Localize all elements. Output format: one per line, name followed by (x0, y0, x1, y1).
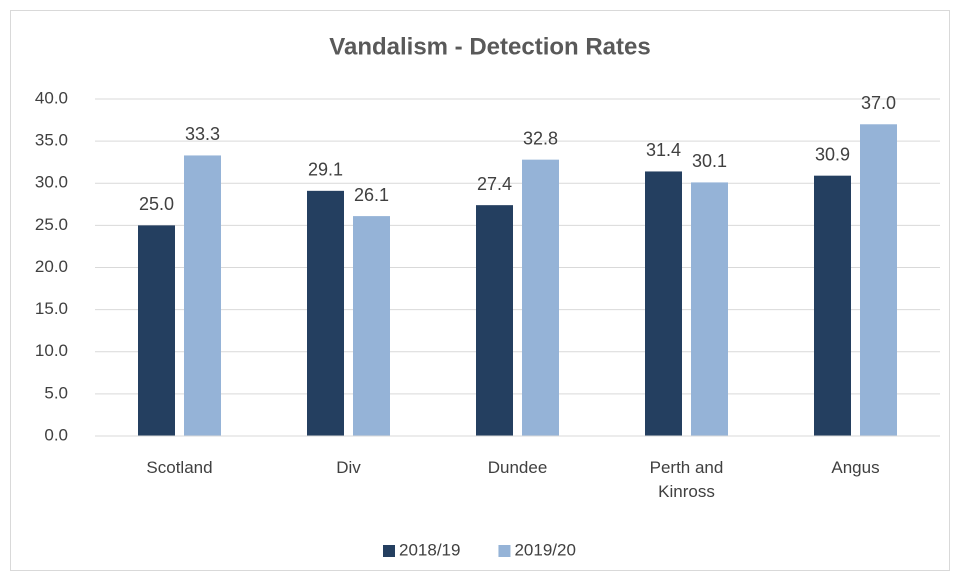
data-label: 29.1 (308, 160, 343, 180)
data-label: 31.4 (646, 140, 681, 160)
x-tick-label: Angus (831, 458, 880, 477)
data-label: 33.3 (185, 124, 220, 144)
legend-label: 2019/20 (514, 540, 575, 559)
bar (307, 190, 344, 436)
y-tick-label: 0.0 (44, 425, 68, 444)
bar (353, 216, 390, 436)
bar (814, 175, 851, 437)
data-label: 32.8 (523, 128, 558, 148)
data-label: 37.0 (861, 93, 896, 113)
y-tick-label: 40.0 (35, 88, 68, 107)
bar (184, 155, 221, 436)
x-tick-label: Perth and Kinross (649, 458, 724, 501)
data-label: 30.9 (815, 144, 850, 164)
y-tick-label: 25.0 (35, 215, 68, 234)
data-label: 26.1 (354, 185, 389, 205)
y-tick-label: 5.0 (44, 383, 68, 402)
y-tick-label: 10.0 (35, 341, 68, 360)
legend-swatch (498, 545, 511, 557)
legend-label: 2018/19 (399, 540, 460, 559)
bar (645, 171, 682, 436)
y-tick-label: 35.0 (35, 131, 68, 150)
y-tick-label: 15.0 (35, 299, 68, 318)
y-tick-label: 30.0 (35, 173, 68, 192)
bar (138, 225, 175, 436)
bar (522, 159, 559, 436)
bar (476, 205, 513, 436)
x-tick-label: Div (336, 458, 361, 477)
x-tick-label: Scotland (146, 458, 213, 477)
bar (691, 182, 728, 436)
data-label: 27.4 (477, 174, 512, 194)
legend-swatch (383, 545, 395, 557)
data-label: 30.1 (692, 151, 727, 171)
x-tick-label: Dundee (487, 458, 548, 477)
bar (860, 124, 897, 437)
chart-title: Vandalism - Detection Rates (329, 33, 650, 60)
y-tick-label: 20.0 (35, 257, 68, 276)
data-label: 25.0 (139, 194, 174, 214)
